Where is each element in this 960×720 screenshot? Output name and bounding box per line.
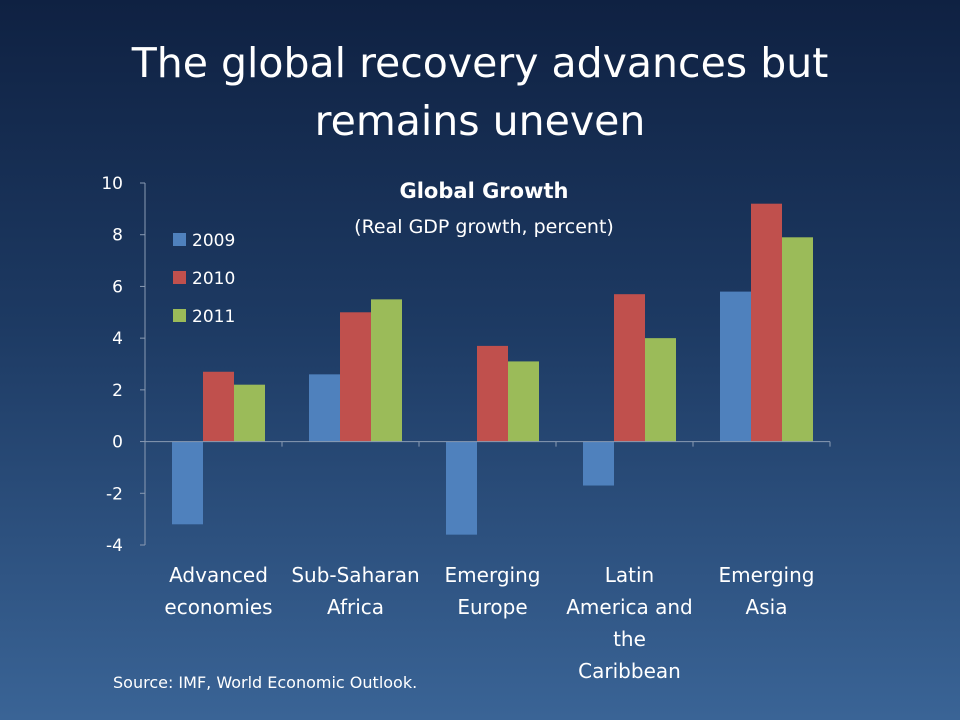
source-note: Source: IMF, World Economic Outlook. [113, 673, 418, 692]
y-tick-label: 4 [112, 329, 123, 349]
x-category-label: Africa [327, 595, 384, 619]
y-tick-label: 6 [112, 277, 123, 297]
bar-2009-2 [446, 441, 477, 535]
x-category-label: America and [566, 595, 692, 619]
bar-2011-3 [645, 338, 676, 442]
title-line-1: The global recovery advances but [131, 39, 829, 87]
chart-title: Global Growth [400, 179, 569, 203]
bar-2009-4 [720, 291, 751, 442]
legend-label-2009: 2009 [192, 231, 235, 251]
bar-2010-3 [614, 294, 645, 442]
x-category-label: Asia [746, 595, 788, 619]
x-category-label: Caribbean [578, 659, 681, 683]
bar-2010-1 [340, 312, 371, 442]
legend-swatch-2009 [173, 233, 186, 246]
bar-2011-4 [782, 237, 813, 442]
y-tick-label: 2 [112, 381, 123, 401]
x-category-label: Emerging [719, 563, 815, 587]
x-category-label: Advanced [169, 563, 268, 587]
slide-title: The global recovery advances but remains… [0, 34, 960, 150]
legend-swatch-2011 [173, 309, 186, 322]
bar-2009-0 [172, 441, 203, 525]
chart-subtitle: (Real GDP growth, percent) [354, 216, 614, 238]
title-line-2: remains uneven [314, 97, 646, 145]
bar-2009-1 [309, 374, 340, 442]
x-category-label: the [613, 627, 646, 651]
bar-2010-4 [751, 203, 782, 442]
x-category-label: Latin [605, 563, 654, 587]
x-category-label: economies [164, 595, 272, 619]
y-tick-label: -2 [106, 484, 123, 504]
bar-2011-0 [234, 384, 265, 442]
legend-swatch-2010 [173, 271, 186, 284]
x-category-label: Europe [457, 595, 527, 619]
y-tick-label: -4 [106, 536, 123, 556]
x-category-label: Emerging [445, 563, 541, 587]
y-tick-label: 0 [112, 433, 123, 453]
x-category-label: Sub-Saharan [291, 563, 419, 587]
bar-2009-3 [583, 441, 614, 486]
y-tick-label: 10 [101, 174, 123, 194]
legend-label-2010: 2010 [192, 269, 235, 289]
bar-2011-2 [508, 361, 539, 442]
bar-2010-0 [203, 371, 234, 442]
y-tick-label: 8 [112, 226, 123, 246]
bar-2011-1 [371, 299, 402, 442]
legend-label-2011: 2011 [192, 307, 235, 327]
bar-2010-2 [477, 345, 508, 442]
